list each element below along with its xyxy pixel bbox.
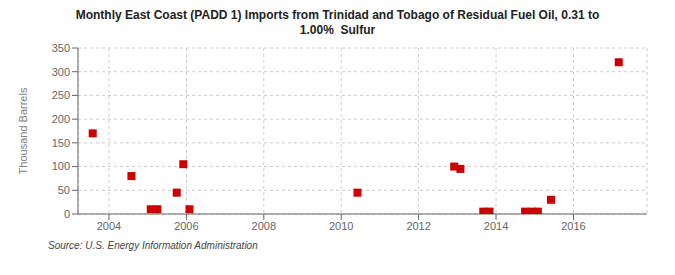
svg-text:2014: 2014 <box>484 220 508 232</box>
svg-text:250: 250 <box>52 89 70 101</box>
svg-text:Thousand Barrels: Thousand Barrels <box>17 87 29 174</box>
html-text:Source: U.S. Energy Informatio: Source: U.S. Energy Information Administ… <box>48 240 258 251</box>
svg-text:2004: 2004 <box>97 220 121 232</box>
svg-text:300: 300 <box>52 66 70 78</box>
svg-text:50: 50 <box>58 184 70 196</box>
svg-text:350: 350 <box>52 42 70 54</box>
svg-text:2008: 2008 <box>252 220 276 232</box>
svg-text:150: 150 <box>52 137 70 149</box>
svg-text:2010: 2010 <box>329 220 353 232</box>
svg-text:2012: 2012 <box>406 220 430 232</box>
svg-text:2016: 2016 <box>561 220 585 232</box>
svg-text:200: 200 <box>52 113 70 125</box>
svg-text:100: 100 <box>52 160 70 172</box>
svg-text:2006: 2006 <box>174 220 198 232</box>
html-text:Monthly East Coast (PADD 1) Im: Monthly East Coast (PADD 1) Imports from… <box>75 8 600 22</box>
svg-text:0: 0 <box>64 208 70 220</box>
html-text:1.00% Sulfur: 1.00% Sulfur <box>299 23 376 37</box>
